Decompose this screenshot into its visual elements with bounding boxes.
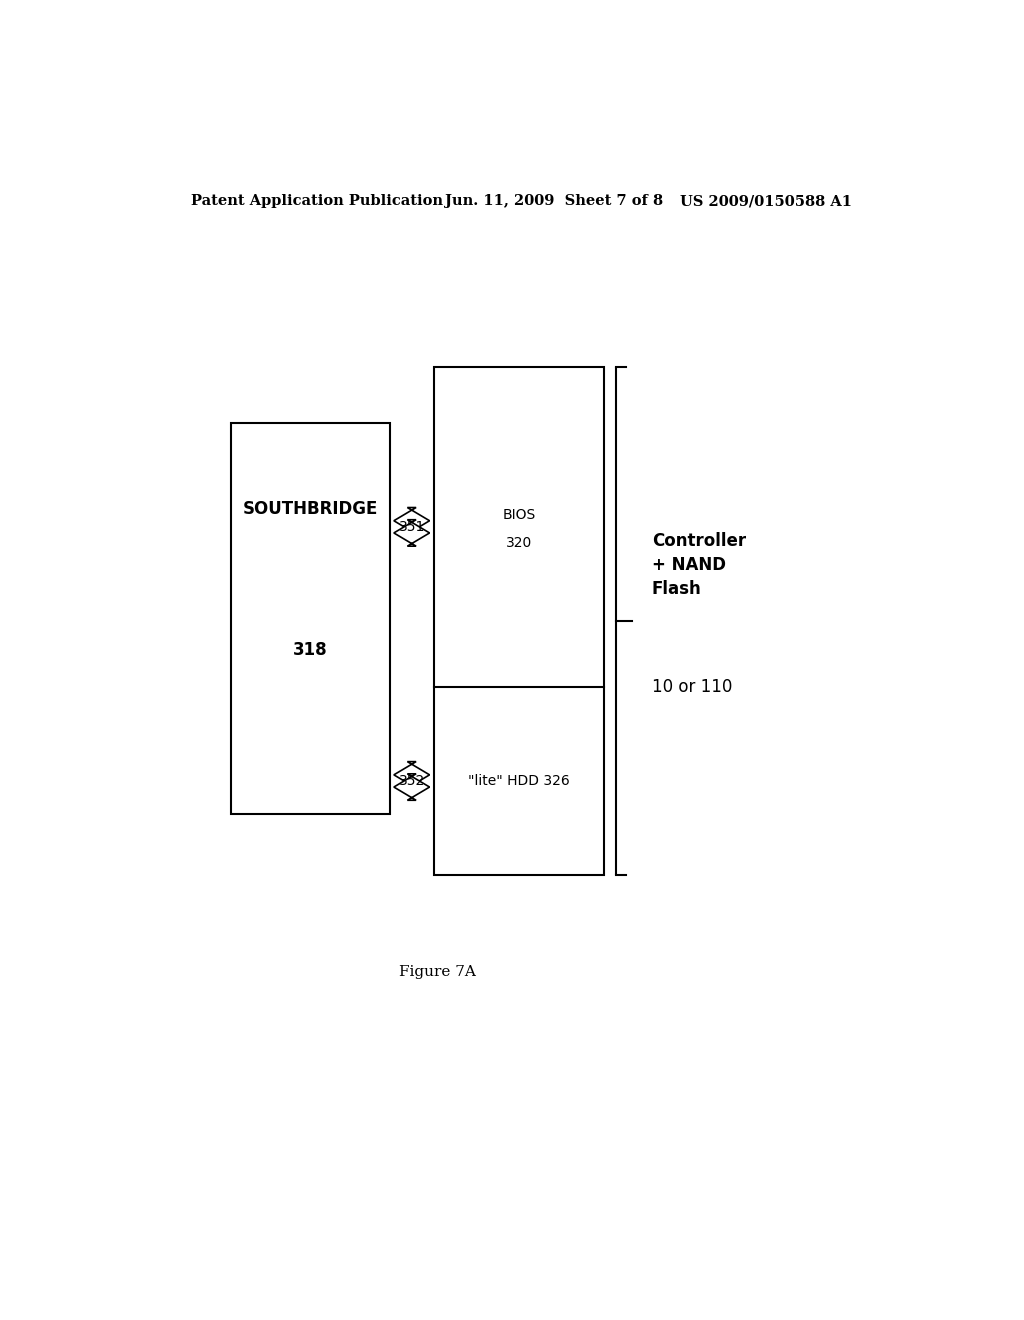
- Text: "lite" HDD 326: "lite" HDD 326: [468, 774, 569, 788]
- Bar: [231, 422, 390, 814]
- Text: Jun. 11, 2009  Sheet 7 of 8: Jun. 11, 2009 Sheet 7 of 8: [445, 194, 664, 209]
- Text: 320: 320: [506, 536, 532, 550]
- Text: 10 or 110: 10 or 110: [652, 678, 732, 696]
- Text: 351: 351: [398, 520, 425, 533]
- Text: SOUTHBRIDGE: SOUTHBRIDGE: [243, 500, 378, 517]
- Text: Figure 7A: Figure 7A: [399, 965, 476, 978]
- Text: Controller
+ NAND
Flash: Controller + NAND Flash: [652, 532, 745, 598]
- Polygon shape: [394, 507, 430, 535]
- Text: 318: 318: [293, 640, 328, 659]
- Polygon shape: [394, 762, 430, 788]
- Polygon shape: [394, 774, 430, 800]
- Text: US 2009/0150588 A1: US 2009/0150588 A1: [680, 194, 852, 209]
- Text: 352: 352: [398, 774, 425, 788]
- Polygon shape: [394, 520, 430, 546]
- Text: BIOS: BIOS: [502, 508, 536, 521]
- Bar: [433, 367, 604, 875]
- Text: Patent Application Publication: Patent Application Publication: [191, 194, 443, 209]
